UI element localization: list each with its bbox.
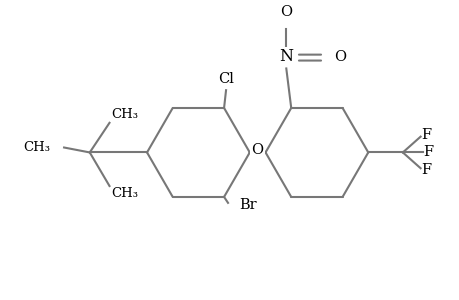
Text: CH₃: CH₃ — [111, 108, 138, 122]
Text: Br: Br — [238, 198, 256, 212]
Text: N: N — [279, 48, 293, 65]
Text: Cl: Cl — [218, 72, 234, 86]
Text: O: O — [251, 143, 263, 158]
Text: F: F — [421, 163, 431, 177]
Text: O: O — [280, 5, 292, 19]
Text: CH₃: CH₃ — [23, 141, 50, 154]
Text: CH₃: CH₃ — [111, 188, 138, 200]
Text: O: O — [333, 50, 345, 64]
Text: F: F — [423, 146, 433, 159]
Text: F: F — [421, 128, 431, 142]
